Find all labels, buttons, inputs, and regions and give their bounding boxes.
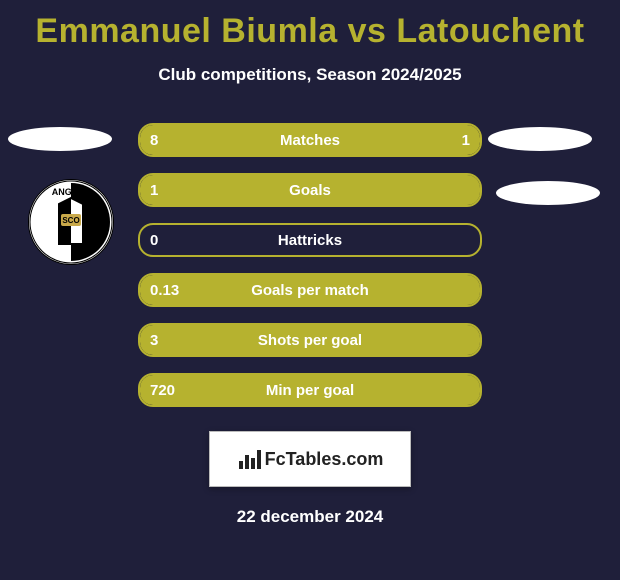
stats-container: 81Matches 1Goals 0Hattricks 0.13Goals per m…: [0, 123, 620, 407]
page-title: Emmanuel Biumla vs Latouchent: [35, 12, 584, 51]
footer-logo-text: FcTables.com: [237, 447, 384, 471]
stat-row: 3Shots per goal: [138, 323, 482, 357]
stat-label: Hattricks: [140, 232, 480, 249]
stat-row: 0.13Goals per match: [138, 273, 482, 307]
date-label: 22 december 2024: [237, 507, 384, 527]
player-left-ellipse: [8, 127, 112, 151]
comparison-card: Emmanuel Biumla vs Latouchent Club compe…: [0, 0, 620, 580]
stat-label: Matches: [140, 132, 480, 149]
stat-label: Shots per goal: [140, 332, 480, 349]
stat-row: 720Min per goal: [138, 373, 482, 407]
svg-text:SCO: SCO: [62, 216, 79, 225]
stat-row: 81Matches: [138, 123, 482, 157]
chart-area: ANGERS SCO 81Matches 1Goals 0Hattricks 0.13…: [0, 123, 620, 423]
svg-text:ANGERS: ANGERS: [52, 187, 91, 197]
footer-logo-label: FcTables.com: [265, 449, 384, 470]
page-subtitle: Club competitions, Season 2024/2025: [158, 65, 461, 85]
fctables-bars-icon: [237, 447, 265, 471]
club-badge-angers: ANGERS SCO: [28, 179, 114, 265]
footer-logo[interactable]: FcTables.com: [209, 431, 411, 487]
stat-label: Goals: [140, 182, 480, 199]
player-right-ellipse-1: [488, 127, 592, 151]
stat-label: Goals per match: [140, 282, 480, 299]
stat-row: 0Hattricks: [138, 223, 482, 257]
player-right-ellipse-2: [496, 181, 600, 205]
angers-sco-icon: ANGERS SCO: [29, 180, 113, 264]
stat-row: 1Goals: [138, 173, 482, 207]
stat-label: Min per goal: [140, 382, 480, 399]
